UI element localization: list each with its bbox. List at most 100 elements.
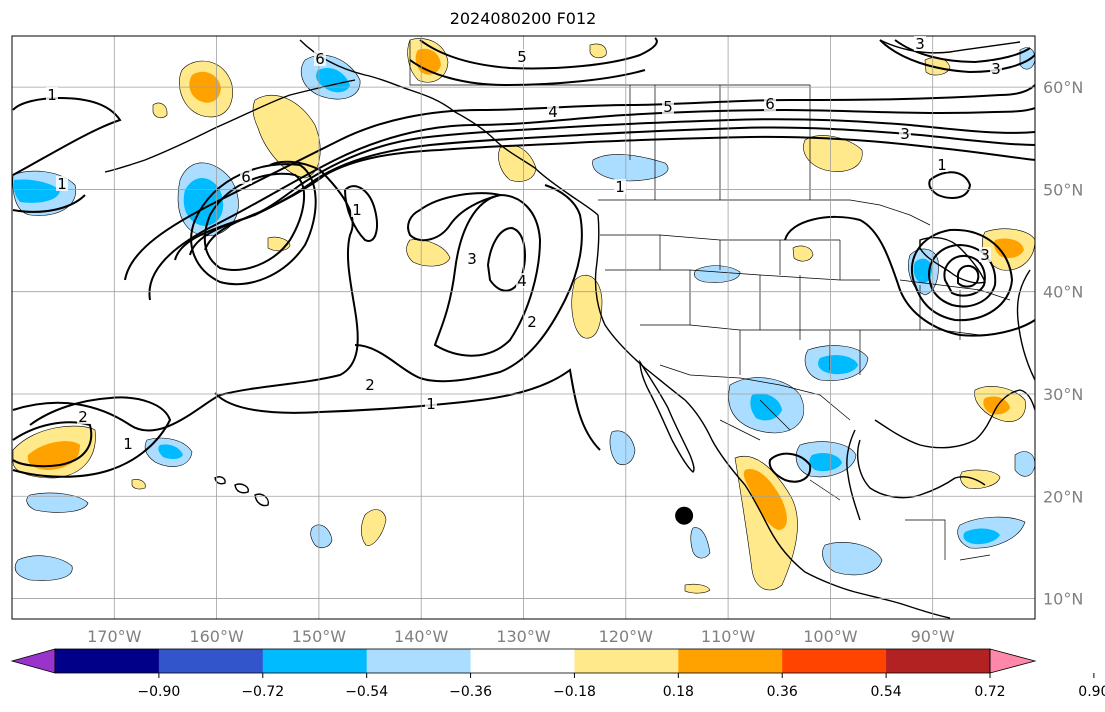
lon-label: 140°W (394, 627, 449, 646)
shade-neg-core-mex2 (809, 452, 842, 472)
colorbar-segment (55, 649, 160, 673)
shade-neg-ut (694, 265, 741, 283)
contour-lines (12, 37, 1035, 483)
lat-label: 60°N (1043, 78, 1083, 97)
contour-1-mex (768, 452, 812, 483)
contour-labels: 1 1 1 1 1 1 1 2 2 2 3 3 3 4 4 5 5 6 6 6 3 3 (46, 35, 1002, 453)
contour-yukon-4 (409, 59, 646, 87)
contour-2-pac (354, 184, 583, 383)
colorbar-segment (782, 649, 887, 673)
contour-label-bg (516, 273, 528, 288)
shade-neg-core-gl (913, 258, 932, 284)
contour-1-mid (214, 368, 601, 451)
shade-neg-core-west (13, 179, 61, 203)
contour-label-bg (77, 409, 89, 424)
colorbar-tick-label: −0.90 (137, 684, 180, 700)
map-title: 2024080200 F012 (449, 9, 597, 28)
contour-label: 1 (352, 201, 362, 219)
shade-pos-ok (792, 245, 814, 262)
colorbar-segment (470, 649, 575, 673)
contour-1-bc-loop (343, 185, 378, 242)
colorbar-segment (886, 649, 991, 673)
contour-label: 4 (517, 272, 527, 290)
contour-label: 1 (123, 435, 133, 453)
contour-label: 1 (615, 178, 625, 196)
shade-neg-bahama (1014, 451, 1035, 477)
contour-ne-loop-1 (910, 228, 1014, 322)
contour-label: 2 (78, 408, 88, 426)
colorbar-outline (54, 648, 991, 674)
border-us-east (899, 279, 1011, 340)
colorbar-tick-label: −0.54 (345, 684, 388, 700)
contour-label: 6 (241, 168, 251, 186)
contour-label-bg (466, 251, 478, 266)
contour-label-bg (764, 96, 776, 111)
contour-label: 3 (900, 125, 910, 143)
shade-pos-small1 (152, 102, 168, 119)
colorbar-tick-label: 0.90 (1078, 684, 1105, 700)
colorbar-extend-low (10, 648, 56, 674)
map-frame (11, 35, 1036, 620)
contour-label-bg (314, 51, 326, 66)
lon-label: 110°W (701, 627, 756, 646)
coast-westcoast (594, 214, 951, 619)
contour-label: 2 (527, 313, 537, 331)
contour-label-bg (526, 314, 538, 329)
colorbar-segment (262, 649, 368, 673)
colorbar-segment (366, 649, 472, 673)
contour-label-bg (364, 377, 376, 392)
coast-gulf-mexico (874, 389, 1035, 449)
contour-label-bg (122, 436, 134, 451)
border-us-states-s (640, 324, 900, 375)
colorbar-extend-high (989, 648, 1037, 674)
contour-label: 1 (47, 86, 57, 104)
contour-1-lower (12, 160, 359, 432)
colorbar-tick-label: −0.72 (241, 684, 284, 700)
shade-pos-core-mex (743, 469, 787, 530)
shade-neg-core-hawaii (158, 444, 183, 460)
colorbar-tick-label: 0.72 (974, 684, 1005, 700)
shade-pos-pac3 (361, 509, 387, 546)
contour-label-bg (979, 247, 991, 262)
contour-label-bg (46, 87, 58, 102)
colorbar-tick-label: 0.54 (871, 684, 902, 700)
contour-label: 1 (937, 156, 947, 174)
shade-neg-bc (592, 154, 669, 182)
contour-aleutian-inner (203, 172, 306, 271)
lat-label: 10°N (1043, 590, 1083, 609)
contour-label-bg (899, 126, 911, 141)
contour-label: 6 (315, 50, 325, 68)
lon-label: 160°W (189, 627, 244, 646)
contour-label-bg (914, 36, 926, 51)
contour-1-hawaii (12, 396, 172, 478)
coast-yucatan (857, 439, 986, 499)
contour-label: 3 (467, 250, 477, 268)
shade-pos-gulf2 (960, 469, 1001, 489)
coastlines (104, 39, 1035, 619)
contour-label-bg (56, 176, 68, 191)
colorbar-tick-label: 0.18 (663, 684, 694, 700)
contour-label-bg (516, 49, 528, 64)
shade-pos-pac1 (406, 239, 451, 267)
lat-lon-grid (12, 36, 1035, 619)
colorbar-segment (574, 649, 679, 673)
contour-label: 5 (663, 98, 673, 116)
shade-pos-ca (571, 275, 603, 339)
contour-label: 1 (426, 395, 436, 413)
lat-label: 30°N (1043, 385, 1083, 404)
lon-label: 120°W (599, 627, 654, 646)
contour-label-bg (547, 104, 559, 119)
lat-label: 20°N (1043, 487, 1083, 506)
contour-label-bg (351, 202, 363, 217)
storm-marker (675, 506, 694, 525)
lon-label: 130°W (496, 627, 551, 646)
latitude-labels: 60°N 50°N 40°N 30°N 20°N 10°N (1043, 78, 1083, 608)
contour-label-bg (240, 169, 252, 184)
contour-label-bg (936, 157, 948, 172)
shade-neg-sw (26, 492, 89, 513)
shade-neg-pac-s (690, 527, 711, 559)
shade-neg-ne (1019, 47, 1035, 70)
contour-1-pac-w (407, 192, 501, 242)
coast-gulf-w (846, 429, 861, 521)
lon-label: 170°W (87, 627, 142, 646)
